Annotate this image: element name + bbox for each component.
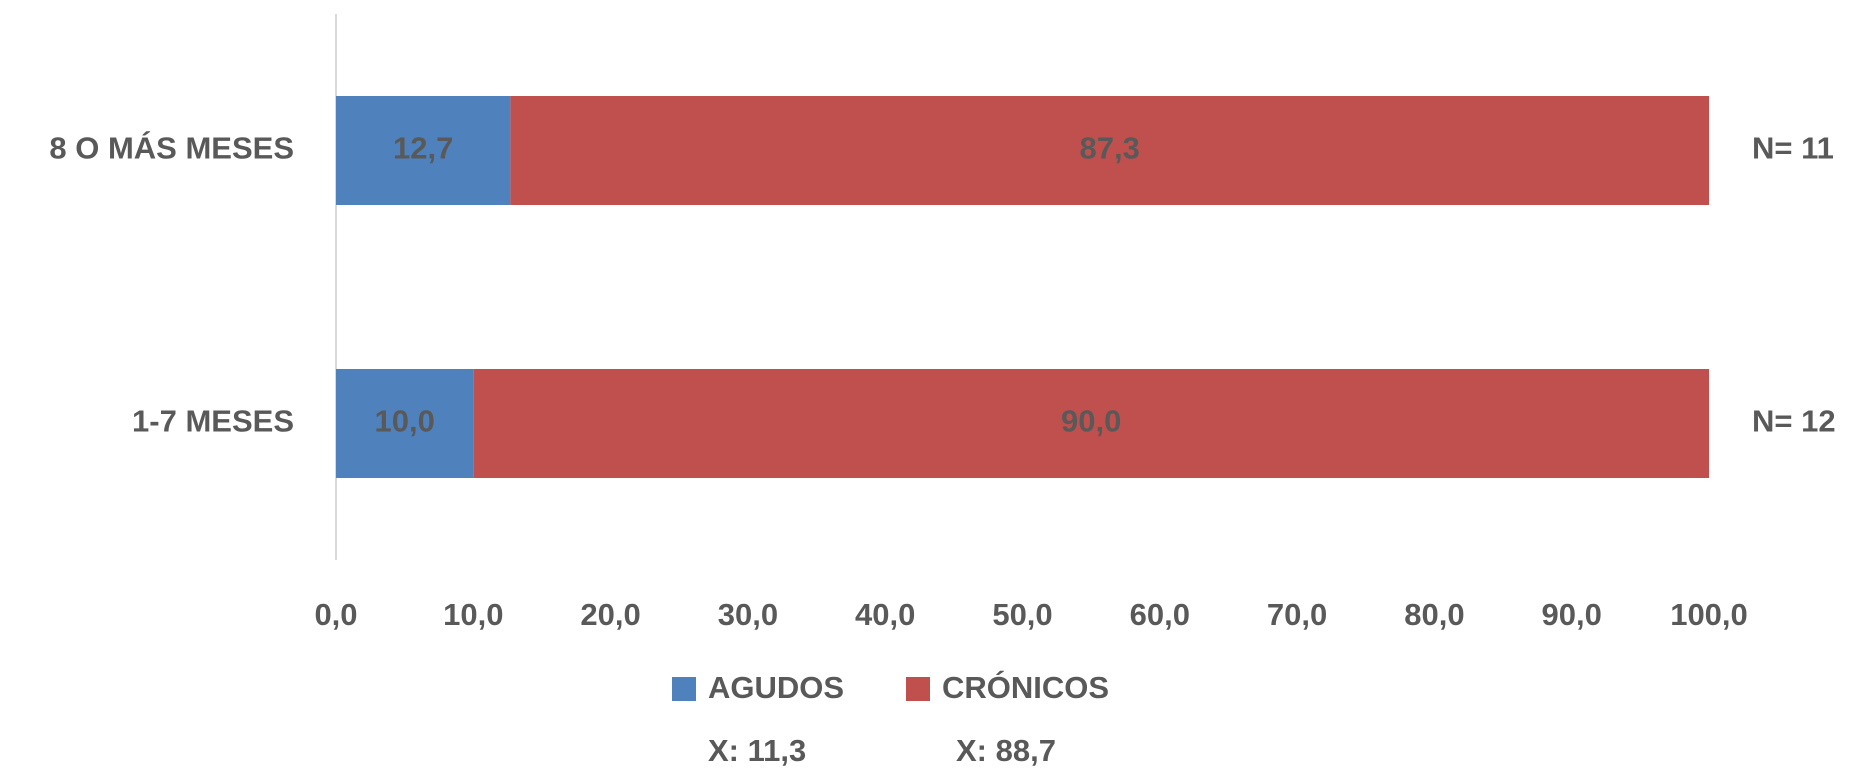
x-tick-label: 100,0 bbox=[1670, 597, 1748, 632]
legend-swatch bbox=[906, 677, 930, 701]
legend-label: CRÓNICOS bbox=[942, 669, 1109, 705]
x-tick-label: 80,0 bbox=[1404, 597, 1464, 632]
legend-label: AGUDOS bbox=[708, 670, 844, 705]
bar-segment bbox=[336, 96, 511, 205]
x-tick-label: 30,0 bbox=[718, 597, 778, 632]
data-label: 12,7 bbox=[393, 131, 453, 166]
x-tick-label: 0,0 bbox=[314, 597, 357, 632]
bar-segment bbox=[336, 369, 474, 478]
x-tick-label: 60,0 bbox=[1130, 597, 1190, 632]
x-tick-label: 20,0 bbox=[580, 597, 640, 632]
legend-swatch bbox=[672, 677, 696, 701]
bar-segment bbox=[473, 369, 1709, 478]
y-tick-label: 1-7 MESES bbox=[132, 404, 294, 439]
data-label: 10,0 bbox=[374, 404, 434, 439]
x-tick-label: 70,0 bbox=[1267, 597, 1327, 632]
series-note: X: 11,3 bbox=[708, 733, 806, 768]
x-tick-label: 50,0 bbox=[992, 597, 1052, 632]
category-note: N= 12 bbox=[1752, 404, 1836, 439]
x-tick-label: 10,0 bbox=[443, 597, 503, 632]
y-tick-label: 8 O MÁS MESES bbox=[49, 131, 294, 166]
x-tick-label: 90,0 bbox=[1542, 597, 1602, 632]
series-note: X: 88,7 bbox=[956, 733, 1056, 768]
data-label: 90,0 bbox=[1061, 404, 1121, 439]
category-note: N= 11 bbox=[1752, 131, 1834, 166]
bar-segment bbox=[510, 96, 1710, 205]
data-label: 87,3 bbox=[1080, 131, 1140, 166]
x-tick-label: 40,0 bbox=[855, 597, 915, 632]
